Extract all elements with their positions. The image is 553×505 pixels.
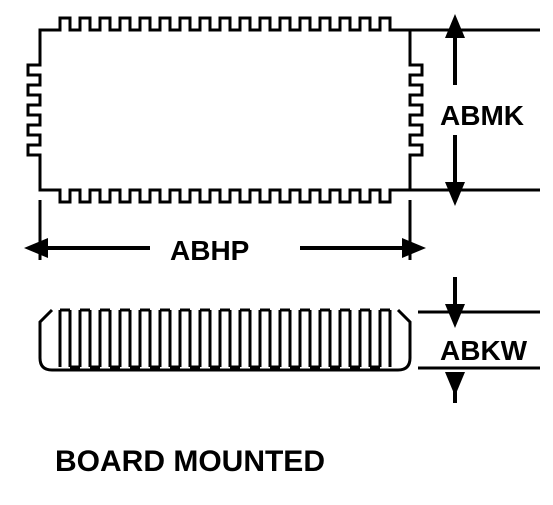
caption: BOARD MOUNTED	[55, 445, 325, 479]
diagram-svg	[0, 0, 553, 505]
diagram-root: ABMK ABHP ABKW BOARD MOUNTED	[0, 0, 553, 505]
dim-label-width: ABHP	[170, 235, 249, 267]
dim-label-thickness: ABKW	[440, 335, 527, 367]
dim-label-height: ABMK	[440, 100, 524, 132]
